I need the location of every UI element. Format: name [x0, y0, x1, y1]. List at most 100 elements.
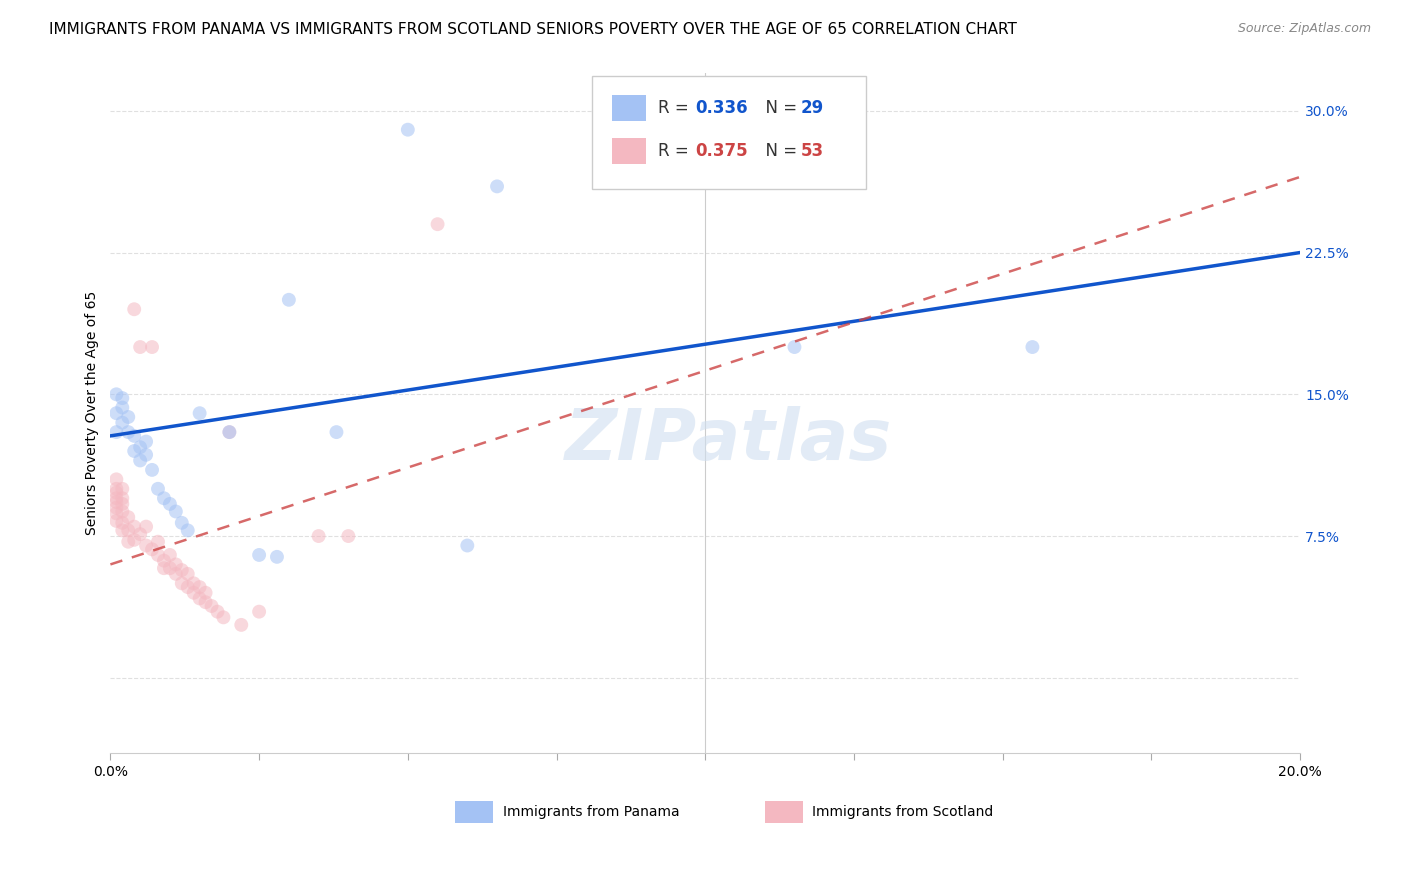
Point	[183, 576, 205, 591]
Point	[105, 507, 128, 521]
FancyBboxPatch shape	[765, 801, 803, 822]
Text: R =: R =	[658, 142, 693, 161]
Point	[188, 580, 211, 594]
Point	[200, 599, 222, 613]
Point	[111, 516, 134, 530]
Point	[111, 401, 134, 415]
Point	[117, 409, 139, 424]
Point	[117, 510, 139, 524]
Text: Immigrants from Panama: Immigrants from Panama	[503, 805, 679, 819]
Point	[1021, 340, 1043, 354]
Point	[337, 529, 360, 543]
Point	[170, 563, 193, 577]
Point	[170, 516, 193, 530]
Text: IMMIGRANTS FROM PANAMA VS IMMIGRANTS FROM SCOTLAND SENIORS POVERTY OVER THE AGE : IMMIGRANTS FROM PANAMA VS IMMIGRANTS FRO…	[49, 22, 1017, 37]
Point	[177, 566, 200, 581]
Point	[111, 416, 134, 430]
Point	[105, 482, 128, 496]
Text: 0.375: 0.375	[696, 142, 748, 161]
Point	[111, 482, 134, 496]
Point	[153, 491, 176, 506]
Point	[153, 554, 176, 568]
Point	[456, 539, 478, 553]
Text: Source: ZipAtlas.com: Source: ZipAtlas.com	[1237, 22, 1371, 36]
Point	[111, 391, 134, 405]
Point	[153, 561, 176, 575]
Point	[105, 387, 128, 401]
Text: 0.336: 0.336	[696, 99, 748, 118]
Point	[117, 425, 139, 439]
Point	[308, 529, 330, 543]
Point	[129, 440, 152, 454]
Point	[129, 527, 152, 541]
Point	[426, 217, 449, 231]
FancyBboxPatch shape	[456, 801, 494, 822]
Point	[165, 558, 187, 572]
FancyBboxPatch shape	[613, 138, 645, 164]
Text: N =: N =	[755, 142, 803, 161]
Point	[105, 514, 128, 528]
Point	[277, 293, 299, 307]
Point	[129, 340, 152, 354]
Point	[105, 495, 128, 509]
Point	[247, 605, 270, 619]
Point	[141, 542, 163, 557]
Text: Immigrants from Scotland: Immigrants from Scotland	[813, 805, 994, 819]
Point	[188, 406, 211, 420]
Point	[111, 504, 134, 518]
Point	[247, 548, 270, 562]
Point	[188, 591, 211, 606]
Point	[105, 406, 128, 420]
Point	[111, 491, 134, 506]
Point	[212, 610, 235, 624]
Point	[183, 586, 205, 600]
Point	[141, 340, 163, 354]
Point	[146, 482, 169, 496]
Point	[111, 524, 134, 538]
Point	[122, 444, 145, 458]
Point	[111, 497, 134, 511]
Point	[159, 497, 181, 511]
FancyBboxPatch shape	[592, 77, 866, 188]
Text: ZIPatlas: ZIPatlas	[565, 406, 893, 475]
Point	[165, 566, 187, 581]
Point	[165, 504, 187, 518]
Point	[231, 618, 253, 632]
Point	[122, 533, 145, 547]
Point	[105, 472, 128, 486]
Point	[122, 429, 145, 443]
Point	[159, 548, 181, 562]
Point	[325, 425, 347, 439]
Point	[117, 534, 139, 549]
Point	[207, 605, 229, 619]
Point	[105, 485, 128, 500]
Point	[135, 539, 157, 553]
Point	[170, 576, 193, 591]
Text: N =: N =	[755, 99, 803, 118]
Point	[194, 595, 217, 609]
Point	[135, 448, 157, 462]
Point	[783, 340, 806, 354]
Point	[105, 491, 128, 506]
Point	[486, 179, 509, 194]
Point	[266, 549, 288, 564]
Point	[135, 434, 157, 449]
Point	[159, 561, 181, 575]
Point	[122, 302, 145, 317]
Text: R =: R =	[658, 99, 693, 118]
Point	[122, 519, 145, 533]
Point	[105, 425, 128, 439]
Point	[194, 586, 217, 600]
Point	[117, 524, 139, 538]
Point	[177, 580, 200, 594]
FancyBboxPatch shape	[613, 95, 645, 121]
Point	[396, 122, 419, 136]
Point	[135, 519, 157, 533]
Point	[218, 425, 240, 439]
Point	[146, 534, 169, 549]
Y-axis label: Seniors Poverty Over the Age of 65: Seniors Poverty Over the Age of 65	[86, 291, 100, 535]
Point	[129, 453, 152, 467]
Point	[105, 500, 128, 515]
Point	[218, 425, 240, 439]
Point	[141, 463, 163, 477]
